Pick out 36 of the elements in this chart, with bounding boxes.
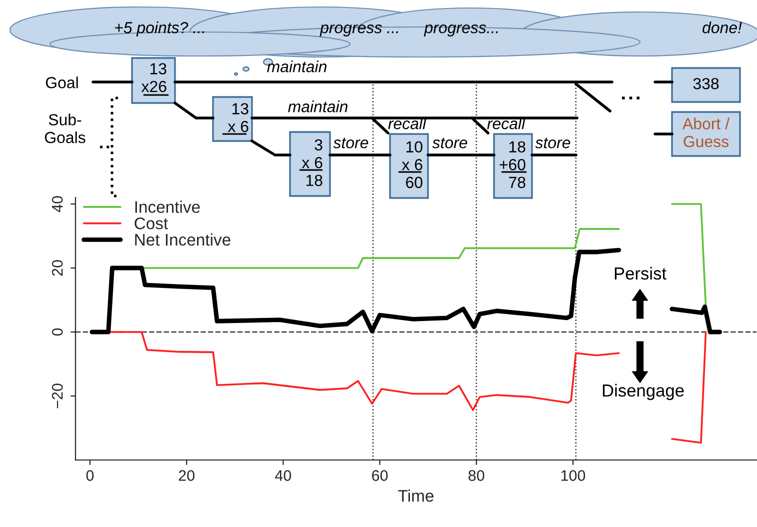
text: 18 +60 78 [500, 141, 526, 188]
annotation: Disengage [602, 384, 684, 400]
legend-label: Cost [134, 217, 168, 230]
text: 13 x 6 [228, 103, 248, 132]
text: done! [702, 22, 742, 34]
x-tick-label: 60 [372, 470, 388, 481]
text: recall [388, 118, 426, 130]
x-tick-label: 100 [561, 470, 586, 481]
text: progress ... [320, 24, 398, 36]
y-tick-label: 20 [52, 260, 63, 276]
text: Goal [46, 76, 78, 88]
text: 13 x26 [141, 63, 166, 92]
legend-label: Net Incentive [135, 233, 230, 246]
legend-label: Incentive [135, 200, 200, 213]
text: store [432, 138, 468, 148]
text: 338 [693, 78, 719, 90]
text: recall [487, 118, 526, 130]
text: 10 x 6 60 [402, 141, 422, 188]
annotation: Persist [614, 266, 666, 280]
x-tick-label: 0 [86, 470, 94, 481]
text: maintain [267, 60, 326, 72]
text: progress... [424, 24, 498, 36]
y-tick-label: −20 [52, 384, 63, 408]
y-tick-label: 0 [52, 328, 63, 336]
text: store [333, 138, 368, 148]
text: +5 points? ... [115, 22, 204, 36]
x-tick-label: 40 [275, 470, 292, 481]
x-tick-label: 20 [178, 470, 194, 481]
y-tick-label: 40 [52, 196, 63, 212]
text: Sub- Goals [44, 114, 86, 144]
x-axis-title: Time [398, 490, 434, 502]
text: 3 x 6 18 [302, 139, 322, 186]
text: store [535, 138, 570, 148]
text: Abort / Guess [682, 118, 730, 148]
x-tick-label: 80 [468, 470, 484, 481]
text: maintain [288, 100, 348, 112]
